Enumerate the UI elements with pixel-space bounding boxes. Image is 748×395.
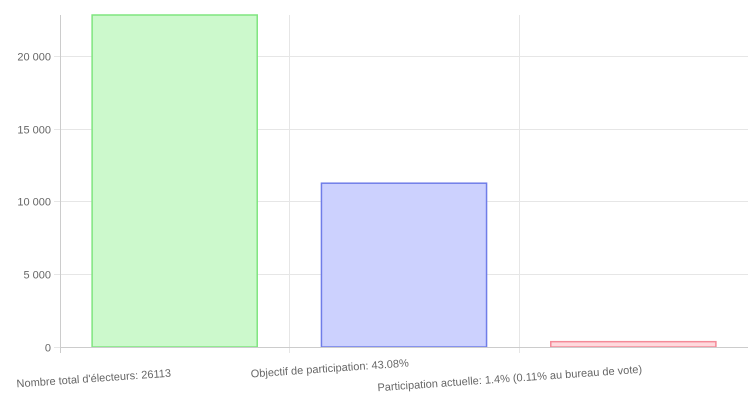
y-axis: 0 5 000 10 000 15 000 20 000 <box>17 52 60 355</box>
x-tick-label: Objectif de participation: 43.08% <box>250 357 409 380</box>
y-tick-label: 0 <box>45 343 51 355</box>
bar <box>320 182 488 348</box>
bar <box>91 14 258 348</box>
x-tick-label: Participation actuelle: 1.4% (0.11% au b… <box>377 364 642 394</box>
y-tick-label: 15 000 <box>17 125 51 137</box>
y-tick-label: 10 000 <box>17 197 51 209</box>
y-tick-label: 20 000 <box>17 52 51 64</box>
y-tick-label: 5 000 <box>23 270 51 282</box>
x-axis-labels: Nombre total d'électeurs: 26113 Objectif … <box>16 357 642 394</box>
x-tick-label: Nombre total d'électeurs: 26113 <box>16 368 171 391</box>
bar <box>550 340 717 348</box>
bars <box>91 14 717 348</box>
